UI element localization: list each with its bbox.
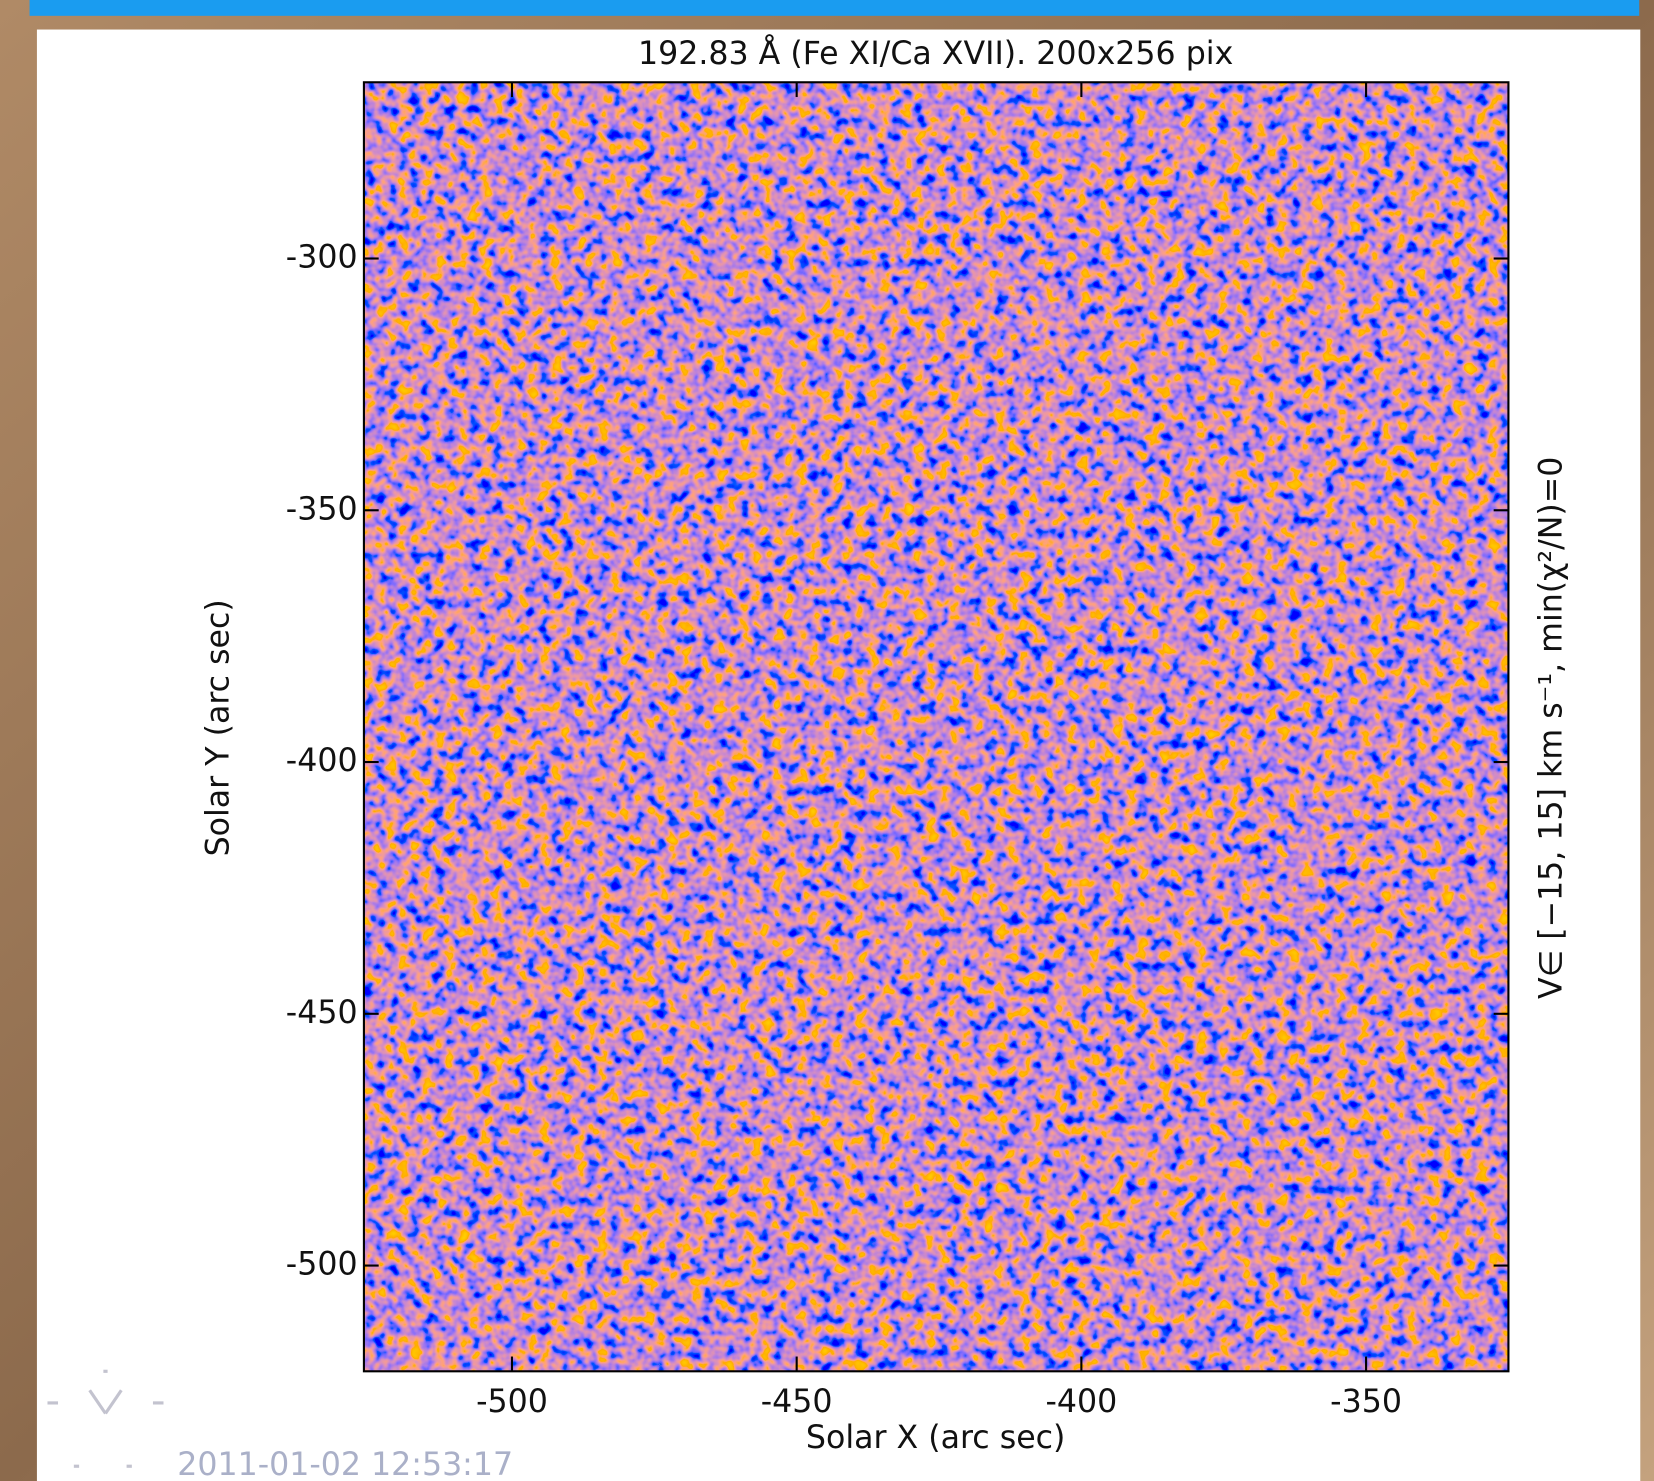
y-tick-label: -350 — [286, 491, 358, 527]
timestamp: 2011-01-02 12:53:17 — [177, 1447, 513, 1481]
plot-frame — [362, 81, 1510, 1373]
y-tick-label: -300 — [286, 240, 358, 276]
y-tick-label: -450 — [286, 995, 358, 1031]
colorbar-label: V∈ [−15, 15] km s⁻¹, min(χ²/N)=0 — [1534, 457, 1570, 999]
x-axis-label: Solar X (arc sec) — [806, 1420, 1066, 1456]
y-tick-label: -500 — [286, 1247, 358, 1283]
x-tick-label: -450 — [761, 1384, 833, 1420]
x-tick-label: -400 — [1045, 1384, 1117, 1420]
chart-title: 192.83 Å (Fe XI/Ca XVII). 200x256 pix — [638, 34, 1233, 72]
y-tick-label: -400 — [286, 743, 358, 779]
top-bar — [29, 0, 1640, 16]
x-tick-label: -350 — [1330, 1384, 1402, 1420]
y-axis-label: Solar Y (arc sec) — [200, 599, 236, 856]
x-tick-label: -500 — [476, 1384, 548, 1420]
clock-icon — [47, 1369, 164, 1468]
doppler-map — [363, 82, 1509, 1372]
